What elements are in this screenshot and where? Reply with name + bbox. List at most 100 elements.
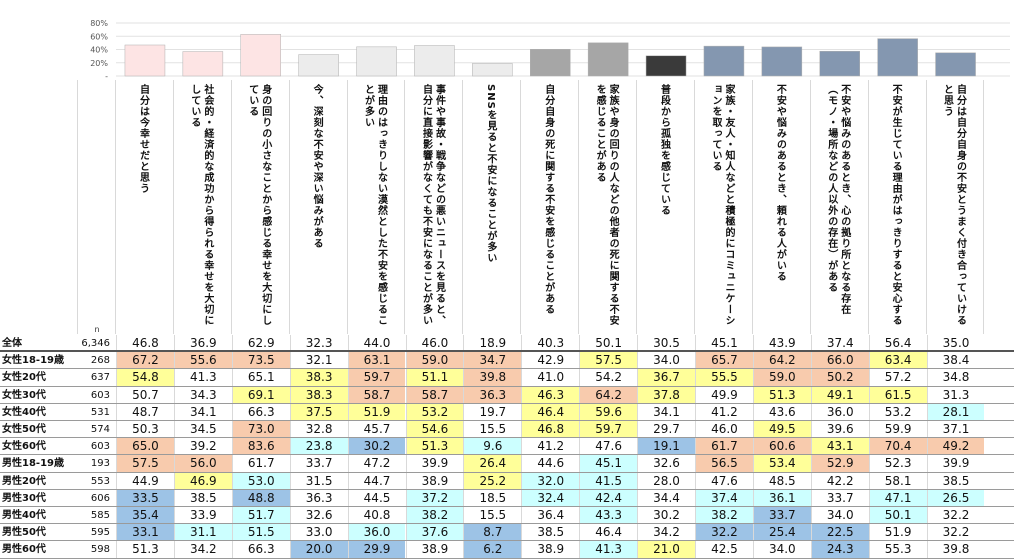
table-cell: 33.7 [752, 507, 811, 524]
table-row: 男性18-19歳 193 57.5 56.0 61.7 33.7 47.2 39.9 26.4 4… [0, 455, 1014, 473]
table-cell: 51.9 [868, 524, 927, 541]
row-label: 女性18-19歳 [2, 355, 64, 367]
column-header-text: 事件や事故・戦争などの悪いニュースを見ると、自分に直接影響がなくても不安になるこ… [420, 84, 445, 326]
table-cell: 41.2 [521, 438, 579, 455]
table-cell: 47.6 [695, 472, 753, 489]
row-label: 女性50代 [2, 424, 46, 435]
row-label-header [0, 80, 78, 334]
table-cell: 38.3 [289, 369, 348, 386]
row-n: 603 [90, 389, 110, 401]
table-cell: 36.0 [347, 524, 406, 541]
table-cell: 38.9 [405, 541, 464, 558]
table-cell: 42.4 [579, 489, 638, 506]
table-cell: 35.0 [926, 335, 985, 351]
table-cell: 30.2 [347, 438, 406, 455]
column-header-text: 家族や身の回りの人などの他者の死に関する不安を感じることがある [594, 84, 619, 326]
column-header: 家族や身の回りの人などの他者の死に関する不安を感じることがある [579, 80, 638, 334]
table-cell: 23.8 [289, 438, 348, 455]
table-cell: 47.2 [347, 455, 406, 472]
table-cell: 48.5 [752, 472, 811, 489]
data-table: 全体 6,346 46.8 36.9 62.9 32.3 44.0 46.0 18.9 40.3 5… [0, 335, 1014, 559]
table-cell: 38.5 [173, 489, 232, 506]
table-cell: 48.8 [231, 489, 290, 506]
table-cell: 41.0 [521, 369, 579, 386]
table-row: 男性30代 606 33.5 38.5 48.8 36.3 44.5 37.2 18.5 32.4… [0, 489, 1014, 507]
table-cell: 32.0 [521, 472, 580, 489]
table-cell: 65.7 [695, 352, 753, 369]
table-cell: 51.1 [405, 369, 464, 386]
bar [530, 49, 571, 77]
table-cell: 29.7 [637, 421, 695, 438]
column-header: 今、深刻な不安や深い悩みがある [290, 80, 348, 334]
row-label: 男性40代 [2, 510, 46, 521]
table-row: 男性50代 595 33.1 31.1 51.5 33.0 36.0 37.6 8.7 38.5 4… [0, 524, 1014, 542]
row-label: 男性20代 [2, 475, 46, 487]
table-cell: 63.1 [347, 352, 406, 369]
bar [703, 45, 745, 77]
table-cell: 50.2 [810, 369, 869, 386]
y-tick-label: 60% [90, 32, 108, 41]
n-column-label: n [94, 325, 100, 334]
table-cell: 63.4 [868, 352, 927, 369]
table-cell: 61.7 [231, 455, 290, 472]
table-row: 女性40代 531 48.7 34.1 66.3 37.5 51.9 53.2 19.7 46.4… [0, 403, 1014, 421]
row-n: 603 [90, 441, 110, 453]
table-cell: 38.2 [405, 507, 464, 524]
table-cell: 46.0 [695, 421, 753, 438]
table-cell: 57.2 [868, 369, 927, 386]
table-cell: 34.8 [926, 369, 985, 386]
table-cell: 33.9 [173, 507, 232, 524]
table-cell: 37.8 [637, 386, 695, 403]
table-cell: 44.5 [347, 489, 406, 506]
table-cell: 15.5 [463, 507, 521, 524]
table-cell: 49.5 [752, 421, 811, 438]
table-cell: 39.2 [173, 438, 232, 455]
table-cell: 37.4 [810, 335, 869, 351]
row-label: 男性18-19歳 [2, 458, 64, 470]
table-cell: 55.6 [173, 352, 232, 369]
table-cell: 36.3 [463, 386, 522, 403]
table-cell: 34.2 [637, 524, 695, 541]
table-cell: 34.7 [463, 352, 522, 369]
table-cell: 39.9 [926, 455, 985, 472]
table-cell: 51.3 [116, 541, 174, 558]
table-cell: 22.5 [810, 524, 869, 541]
table-cell: 50.7 [116, 386, 174, 403]
table-cell: 39.9 [405, 455, 464, 472]
table-cell: 46.4 [579, 524, 637, 541]
table-cell: 42.2 [810, 472, 869, 489]
table-cell: 37.6 [405, 524, 464, 541]
row-n: 553 [90, 475, 110, 487]
table-cell: 34.0 [810, 507, 869, 524]
table-cell: 51.5 [231, 524, 290, 541]
table-row: 男性60代 598 51.3 34.2 66.3 20.0 29.9 38.9 6.2 38.9 4… [0, 541, 1014, 559]
table-cell: 62.9 [231, 335, 290, 351]
table-cell: 33.0 [289, 524, 348, 541]
table-cell: 47.6 [579, 438, 637, 455]
table-cell: 44.9 [116, 472, 174, 489]
table-row: 女性30代 603 50.7 34.3 69.1 38.3 58.7 58.7 36.3 46.3… [0, 386, 1014, 404]
table-cell: 41.3 [579, 541, 638, 558]
table-cell: 57.5 [579, 352, 638, 369]
table-cell: 37.4 [695, 489, 753, 506]
table-cell: 15.5 [463, 421, 521, 438]
table-row: 女性60代 603 65.0 39.2 83.6 23.8 30.2 51.3 9.6 41.2 4… [0, 438, 1014, 456]
table-cell: 64.2 [579, 386, 638, 403]
table-cell: 44.6 [521, 455, 579, 472]
table-cell: 51.3 [752, 386, 811, 403]
table-cell: 6.2 [463, 541, 522, 558]
table-cell: 67.2 [116, 352, 174, 369]
table-cell: 38.5 [926, 472, 985, 489]
table-cell: 29.9 [347, 541, 406, 558]
table-cell: 36.4 [521, 507, 579, 524]
table-cell: 32.8 [289, 421, 348, 438]
row-label: 女性60代 [2, 441, 46, 453]
column-header: 不安や悩みのあるとき、心の拠り所となる存在（モノ・場所などの人以外の存在）がある [811, 80, 869, 334]
column-header: 身の回りの小さなことから感じる幸せを大切にしている [232, 80, 290, 334]
table-cell: 18.5 [463, 489, 521, 506]
column-header-row: n 自分は今幸せだと思う 社会的・経済的な成功から得られる幸せを大切にしている 身の… [0, 80, 1014, 335]
table-cell: 53.0 [231, 472, 290, 489]
table-cell: 65.1 [231, 369, 290, 386]
table-cell: 40.8 [347, 507, 406, 524]
table-cell: 59.0 [752, 369, 811, 386]
